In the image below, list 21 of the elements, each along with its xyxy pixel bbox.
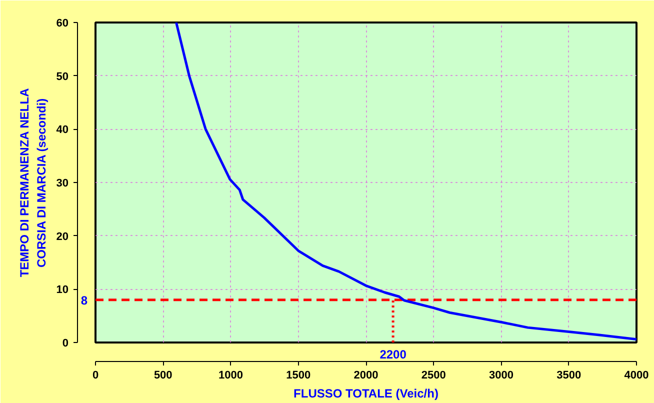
y-tick-label: 20: [56, 230, 69, 243]
y-tick-label: 50: [56, 70, 69, 83]
y-tick-label: 30: [56, 178, 69, 190]
y-tick-label: 40: [56, 124, 69, 136]
ref-line-label: 8: [80, 293, 88, 308]
x-tick-label: 1000: [218, 370, 243, 382]
x-tick-label: 1500: [286, 370, 311, 382]
y-tick-label: 60: [56, 18, 69, 30]
x-axis-title: FLUSSO TOTALE (Veic/h): [294, 386, 438, 400]
y-tick-label: 10: [56, 284, 69, 296]
x-tick-label: 2000: [354, 370, 378, 382]
y-tick-label: 0: [62, 338, 69, 350]
x-tick-label: 3000: [489, 370, 514, 382]
ref-line-label: 2200: [380, 348, 407, 362]
x-tick-label: 3500: [556, 370, 582, 382]
line-series: [174, 22, 636, 341]
x-tick-label: 0: [92, 370, 99, 382]
x-tick-label: 2500: [421, 370, 446, 382]
x-tick-label: 4000: [624, 370, 649, 382]
y-axis-title: TEMPO DI PERMANENZA NELLA CORSIA DI MARCIA (secondi): [17, 88, 48, 278]
x-tick-label: 500: [154, 370, 172, 382]
